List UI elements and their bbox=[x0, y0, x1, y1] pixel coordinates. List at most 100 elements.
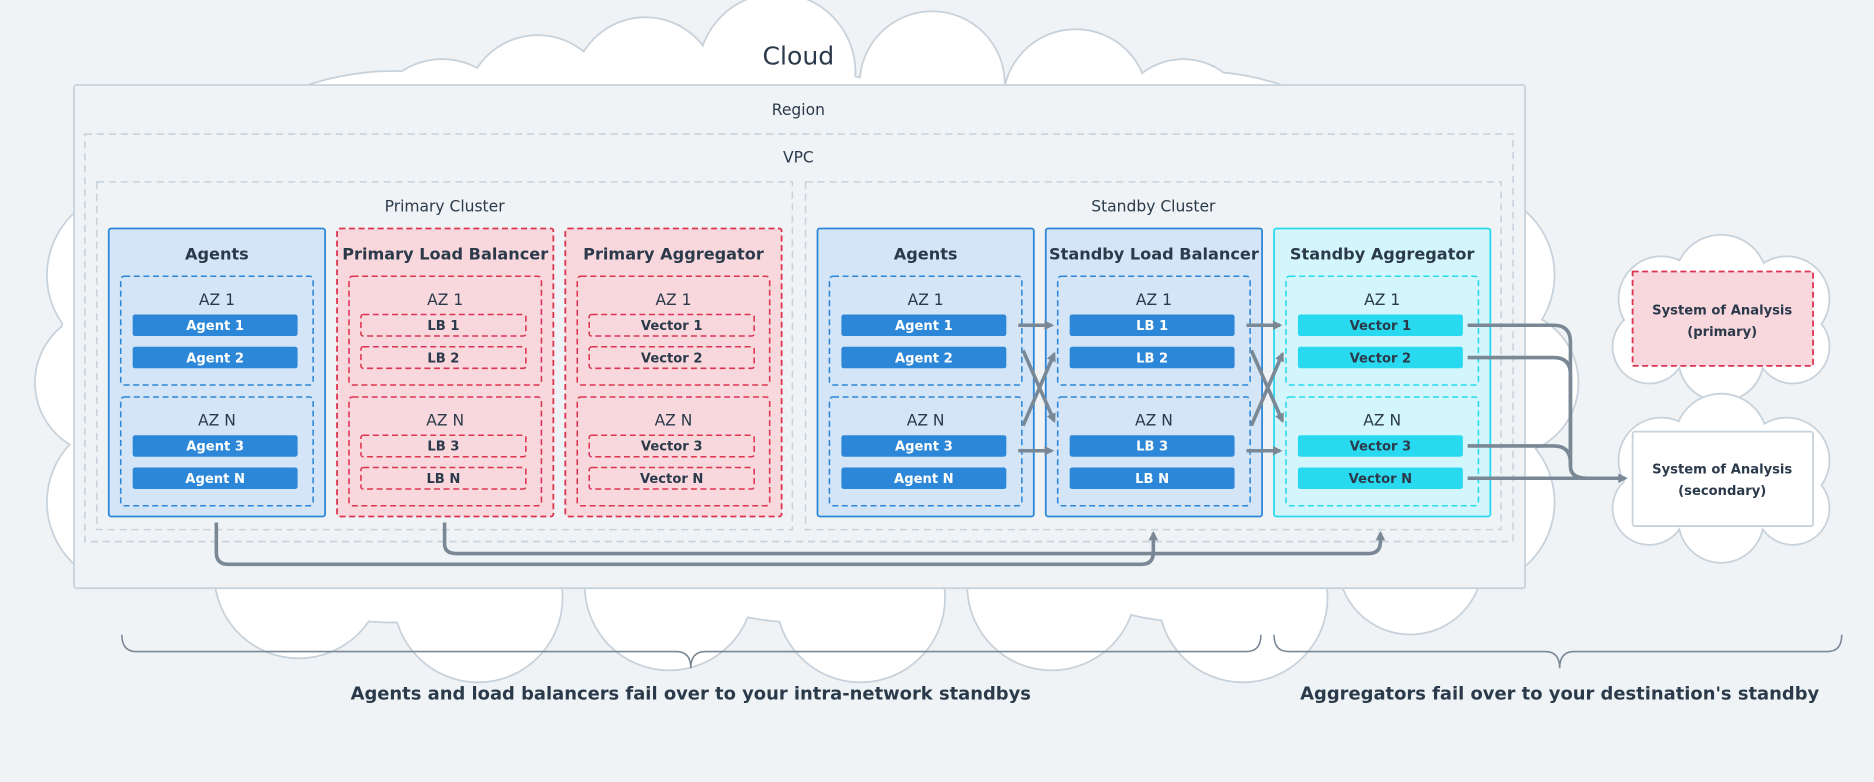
node-label: Vector 3 bbox=[1350, 440, 1412, 455]
node-item: Vector N bbox=[1297, 467, 1463, 490]
node-item: LB 2 bbox=[360, 346, 527, 370]
node-item: Vector 1 bbox=[1297, 314, 1463, 337]
node-box bbox=[132, 467, 298, 490]
node-box bbox=[132, 435, 298, 457]
column-box bbox=[564, 227, 783, 518]
arrow-lb-azn-to-vector-az1 bbox=[1249, 351, 1285, 427]
az-label: AZ N bbox=[1363, 412, 1401, 430]
node-box bbox=[132, 346, 298, 369]
node-item: Agent 3 bbox=[132, 435, 298, 457]
column-title: Standby Aggregator bbox=[1290, 245, 1475, 264]
node-label: Agent 2 bbox=[186, 351, 244, 366]
node-label: LB N bbox=[426, 472, 460, 487]
destination-secondary-line1: System of Analysis bbox=[1652, 462, 1792, 477]
node-label: Vector N bbox=[640, 472, 703, 487]
node-label: LB 1 bbox=[427, 319, 459, 334]
availability-zone: AZ 1 Agent 1 Agent 2 bbox=[828, 275, 1023, 386]
az-label: AZ N bbox=[655, 412, 693, 430]
column-primary-load-balancer: Primary Load Balancer AZ 1 LB 1 LB 2 AZ N LB … bbox=[336, 227, 555, 518]
node-item: LB N bbox=[360, 466, 527, 490]
vpc-label: VPC bbox=[783, 149, 814, 167]
node-box bbox=[1297, 435, 1463, 457]
availability-zone: AZ N Agent 3 Agent N bbox=[828, 396, 1023, 507]
failover-lb-to-standby-aggregator bbox=[442, 522, 1386, 556]
az-label: AZ 1 bbox=[1364, 291, 1400, 309]
node-item: LB 1 bbox=[1069, 314, 1235, 337]
brace-right bbox=[1273, 634, 1843, 669]
az-box bbox=[1056, 275, 1251, 386]
node-item: Vector 1 bbox=[588, 313, 755, 337]
column-title: Agents bbox=[894, 245, 958, 264]
node-box bbox=[588, 434, 755, 458]
destination-primary-line1: System of Analysis bbox=[1652, 304, 1792, 319]
az-box bbox=[119, 275, 314, 386]
availability-zone: AZ N Vector 3 Vector N bbox=[576, 396, 771, 507]
node-box bbox=[1069, 435, 1235, 457]
az-box bbox=[1285, 275, 1480, 386]
node-box bbox=[1297, 314, 1463, 337]
node-label: Vector 2 bbox=[641, 351, 703, 366]
region-label: Region bbox=[772, 101, 825, 119]
column-standby-load-balancer: Standby Load Balancer AZ 1 LB 1 LB 2 AZ N LB … bbox=[1044, 227, 1263, 518]
node-label: Agent 2 bbox=[895, 351, 953, 366]
node-item: LB 3 bbox=[360, 434, 527, 458]
cloud-label: Cloud bbox=[763, 42, 835, 71]
node-box bbox=[841, 346, 1007, 369]
standby-cluster: Standby Cluster Agents AZ 1 Agent 1 Agent 2 A… bbox=[804, 181, 1502, 531]
node-item: LB 2 bbox=[1069, 346, 1235, 369]
az-label: AZ 1 bbox=[199, 291, 235, 309]
az-label: AZ 1 bbox=[655, 291, 691, 309]
node-box bbox=[1297, 467, 1463, 490]
node-label: LB 2 bbox=[1136, 351, 1168, 366]
availability-zone: AZ 1 Vector 1 Vector 2 bbox=[576, 275, 771, 386]
availability-zone: AZ 1 Vector 1 Vector 2 bbox=[1285, 275, 1480, 386]
node-item: Vector 2 bbox=[588, 346, 755, 370]
az-label: AZ 1 bbox=[427, 291, 463, 309]
arrow-agent-azn-to-lb-az1 bbox=[1021, 351, 1056, 427]
node-label: Vector N bbox=[1349, 472, 1412, 487]
node-label: LB 3 bbox=[1136, 440, 1168, 455]
node-label: Agent N bbox=[894, 472, 954, 487]
node-box bbox=[360, 313, 527, 337]
node-label: LB 1 bbox=[1136, 319, 1168, 334]
node-label: LB 3 bbox=[427, 440, 459, 455]
availability-zone: AZ 1 LB 1 LB 2 bbox=[1056, 275, 1251, 386]
node-box bbox=[588, 466, 755, 490]
node-label: Vector 3 bbox=[641, 440, 703, 455]
node-item: Vector 2 bbox=[1297, 346, 1463, 369]
node-item: Vector 3 bbox=[1297, 435, 1463, 457]
column-title: Primary Load Balancer bbox=[342, 245, 548, 264]
column-agents: Agents AZ 1 Agent 1 Agent 2 AZ N Agent 3 Agent… bbox=[816, 227, 1035, 518]
node-box bbox=[841, 314, 1007, 337]
node-label: Agent 3 bbox=[895, 440, 953, 455]
node-box bbox=[841, 435, 1007, 457]
column-title: Standby Load Balancer bbox=[1049, 245, 1259, 264]
node-item: Agent N bbox=[132, 467, 298, 490]
node-box bbox=[360, 346, 527, 370]
node-box bbox=[1069, 346, 1235, 369]
column-title: Primary Aggregator bbox=[583, 245, 764, 264]
node-label: Vector 2 bbox=[1350, 351, 1412, 366]
node-item: Agent 1 bbox=[841, 314, 1007, 337]
column-title: Agents bbox=[185, 245, 249, 264]
availability-zone: AZ 1 LB 1 LB 2 bbox=[348, 275, 543, 386]
node-label: LB N bbox=[1135, 472, 1169, 487]
wire-vector2-to-secondary bbox=[1467, 355, 1573, 467]
wire-vector3-to-secondary bbox=[1467, 444, 1573, 463]
node-label: Agent 1 bbox=[186, 319, 244, 334]
az-box bbox=[1285, 396, 1480, 507]
node-item: Vector 3 bbox=[588, 434, 755, 458]
failover-connectors bbox=[214, 320, 1628, 567]
node-label: Vector 1 bbox=[641, 319, 703, 334]
caption-left: Agents and load balancers fail over to y… bbox=[351, 683, 1031, 704]
cluster-label: Standby Cluster bbox=[1091, 198, 1216, 216]
destination-primary-line2: (primary) bbox=[1687, 325, 1757, 340]
node-item: LB N bbox=[1069, 467, 1235, 490]
column-agents: Agents AZ 1 Agent 1 Agent 2 AZ N Agent 3 Agent… bbox=[107, 227, 326, 518]
node-item: Agent 1 bbox=[132, 314, 298, 337]
node-box bbox=[841, 467, 1007, 490]
system-of-analysis-secondary: System of Analysis (secondary) bbox=[1631, 430, 1814, 527]
az-label: AZ N bbox=[1135, 412, 1173, 430]
